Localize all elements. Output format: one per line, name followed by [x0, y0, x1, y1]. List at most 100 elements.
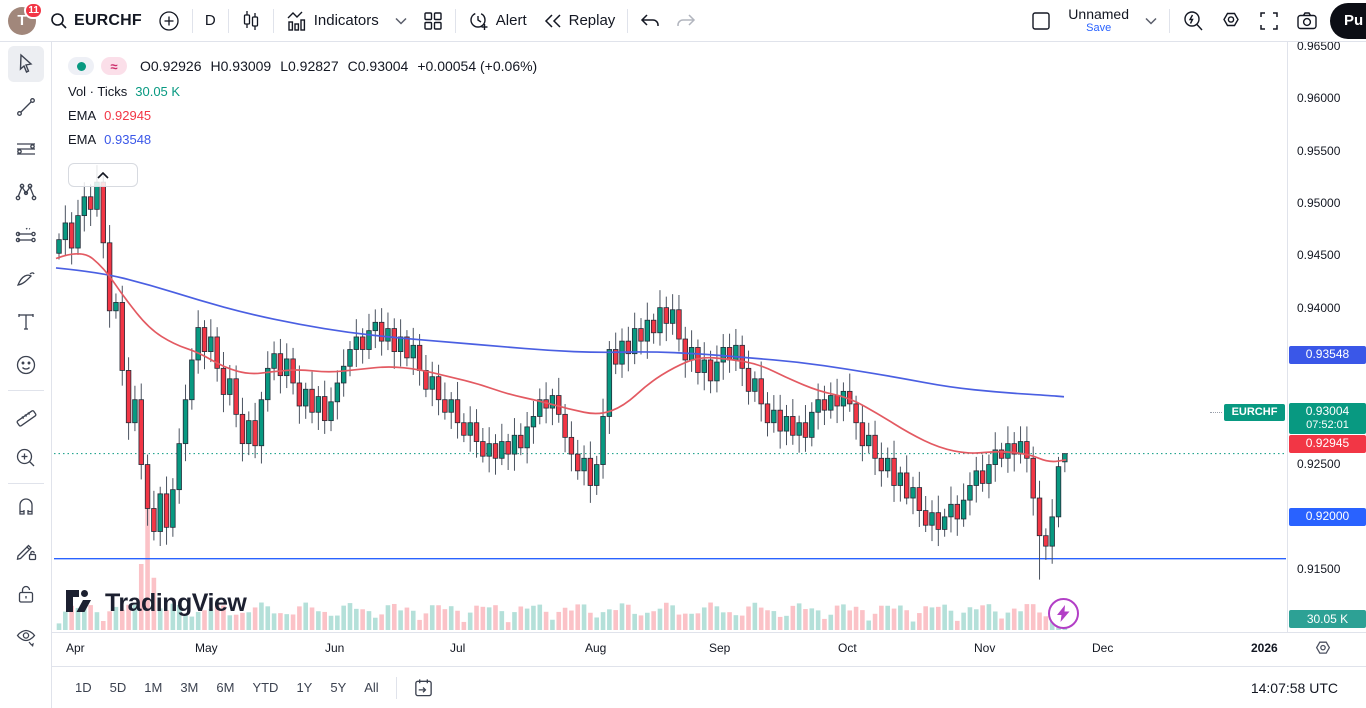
chart-style-button[interactable] — [233, 4, 269, 38]
redo-button[interactable] — [668, 4, 704, 38]
time-axis[interactable]: Apr May Jun Jul Aug Sep Oct Nov Dec 2026 — [52, 632, 1366, 666]
toolbar-divider — [1169, 8, 1170, 33]
trend-line-tool-button[interactable] — [8, 89, 44, 125]
undo-arrow-icon — [640, 13, 660, 29]
price-tick: 0.94000 — [1297, 300, 1341, 315]
price-axis[interactable]: 0.96500 0.96000 0.95500 0.95000 0.94500 0.940… — [1287, 39, 1366, 632]
ema-slow-label: EMA — [68, 132, 97, 147]
tradingview-watermark: TradingView — [66, 588, 247, 619]
chart-pane[interactable]: ≈ O0.92926 H0.93009 L0.92827 C0.93004 +0… — [52, 42, 1287, 632]
hide-drawings-button[interactable] — [8, 619, 44, 655]
toolbar-divider — [272, 8, 274, 33]
publish-button[interactable]: Pu — [1330, 2, 1366, 39]
top-toolbar: T 11 EURCHF D — [0, 0, 1366, 42]
alert-label: Alert — [495, 12, 527, 29]
range-button-5y[interactable]: 5Y — [330, 680, 347, 695]
axis-settings-gear-icon[interactable] — [1313, 639, 1333, 664]
range-button-5d[interactable]: 5D — [109, 680, 127, 695]
price-tick: 0.95000 — [1297, 195, 1341, 210]
range-button-6m[interactable]: 6M — [216, 680, 235, 695]
layout-name: Unnamed — [1068, 5, 1129, 22]
brush-tool-button[interactable] — [8, 261, 44, 297]
cursor-tool-button[interactable] — [7, 46, 44, 82]
market-open-dot — [76, 61, 86, 71]
quick-search-button[interactable] — [1174, 4, 1212, 38]
lock-all-drawings-button[interactable] — [8, 576, 44, 612]
alert-clock-icon — [468, 10, 490, 32]
time-tick-2026: 2026 — [1251, 641, 1278, 655]
lightning-trade-button[interactable] — [1048, 598, 1079, 629]
indicators-label: Indicators — [313, 12, 379, 29]
screenshot-button[interactable] — [1288, 4, 1326, 38]
drawing-mode-lock-button[interactable] — [8, 533, 44, 569]
toolbar-divider — [227, 8, 229, 33]
toolbar-divider — [454, 8, 456, 33]
templates-grid-button[interactable] — [415, 4, 451, 38]
utc-clock[interactable]: 14:07:58 UTC — [1250, 679, 1338, 696]
settings-button[interactable] — [1212, 4, 1250, 38]
range-button-all[interactable]: All — [364, 680, 379, 695]
time-tick-nov: Nov — [974, 641, 996, 655]
range-button-3m[interactable]: 3M — [180, 680, 199, 695]
layout-name-button[interactable]: Unnamed Save — [1060, 4, 1137, 38]
ema-fast-row[interactable]: EMA 0.92945 — [68, 108, 537, 123]
price-tick: 0.96000 — [1297, 91, 1341, 106]
chevron-down-icon — [395, 17, 407, 25]
range-button-1d[interactable]: 1D — [75, 680, 92, 695]
zoom-in-tool-button[interactable] — [8, 440, 44, 476]
forecast-tool-button[interactable] — [8, 218, 44, 254]
last-price-label: 0.93004 07:52:01 — [1289, 402, 1366, 434]
range-button-1m[interactable]: 1M — [144, 680, 163, 695]
fullscreen-button[interactable] — [1250, 4, 1288, 38]
magnet-tool-button[interactable] — [8, 490, 44, 526]
range-button-ytd[interactable]: YTD — [252, 680, 279, 695]
range-button-1y[interactable]: 1Y — [296, 680, 313, 695]
ema-slow-value: 0.93548 — [104, 132, 152, 147]
change-value: +0.00054 (+0.06%) — [417, 58, 538, 74]
price-tick: 0.94500 — [1297, 248, 1341, 263]
level-line-price-label: 0.92000 — [1289, 507, 1366, 526]
price-tick: 0.96500 — [1297, 39, 1341, 53]
replay-button[interactable]: Replay — [535, 4, 624, 38]
symbol-search-button[interactable]: EURCHF — [42, 4, 150, 38]
indicators-dropdown-arrow[interactable] — [387, 4, 415, 38]
time-tick-sep: Sep — [709, 641, 731, 655]
emoji-tool-button[interactable] — [8, 347, 44, 383]
indicators-button[interactable]: Indicators — [278, 4, 387, 38]
candlestick-style-icon — [241, 10, 261, 32]
save-link[interactable]: Save — [1086, 22, 1112, 35]
time-tick-may: May — [195, 641, 218, 655]
toolbar-separator — [7, 390, 44, 391]
candlestick-chart[interactable] — [52, 42, 1287, 632]
chart-legend: ≈ O0.92926 H0.93009 L0.92827 C0.93004 +0… — [68, 57, 537, 147]
alert-button[interactable]: Alert — [460, 4, 535, 38]
go-to-date-button[interactable] — [405, 671, 442, 705]
time-tick-aug: Aug — [585, 641, 607, 655]
layout-select-button[interactable] — [1022, 4, 1060, 38]
user-menu-button[interactable]: T 11 — [8, 1, 43, 35]
interval-button[interactable]: D — [197, 4, 224, 38]
toolbar-separator — [7, 483, 44, 484]
interval-label: D — [204, 12, 216, 29]
close-value: C0.93004 — [347, 58, 409, 74]
fib-retracement-tool-button[interactable] — [8, 132, 44, 168]
layout-dropdown-arrow[interactable] — [1137, 4, 1165, 38]
compare-add-symbol-button[interactable] — [150, 4, 188, 38]
grid-layout-icon — [423, 11, 443, 31]
legend-collapse-button[interactable] — [68, 163, 138, 187]
approx-data-badge[interactable]: ≈ — [101, 57, 127, 75]
undo-button[interactable] — [632, 4, 668, 38]
date-range-buttons: 1D 5D 1M 3M 6M YTD 1Y 5Y All — [66, 675, 388, 700]
ohlc-values: O0.92926 H0.93009 L0.92827 C0.93004 +0.0… — [140, 58, 537, 74]
high-value: H0.93009 — [210, 58, 272, 74]
measure-tool-button[interactable] — [8, 397, 44, 433]
plus-circle-icon — [158, 10, 180, 32]
market-status-toggle[interactable] — [68, 57, 94, 75]
redo-arrow-icon — [676, 13, 696, 29]
text-tool-button[interactable] — [8, 304, 44, 340]
volume-study-row[interactable]: Vol · Ticks 30.05 K — [68, 84, 537, 99]
pattern-tool-button[interactable] — [8, 175, 44, 211]
drawing-toolbar — [0, 42, 52, 708]
ema-slow-row[interactable]: EMA 0.93548 — [68, 132, 537, 147]
